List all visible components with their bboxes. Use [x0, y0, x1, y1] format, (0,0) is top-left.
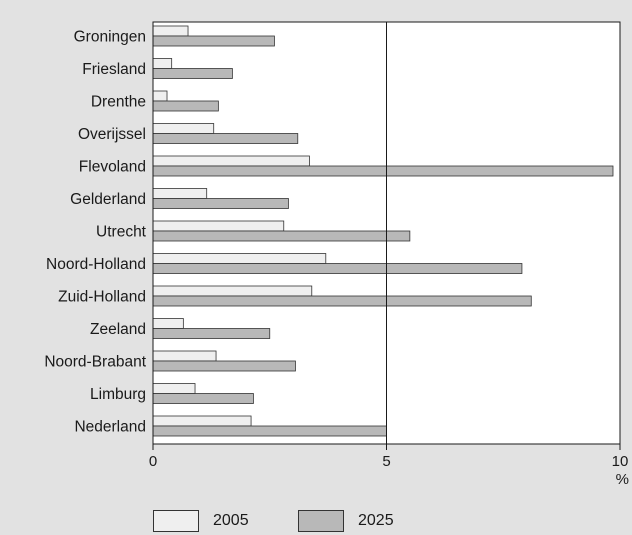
bar-2005-zeeland — [152, 318, 184, 329]
bar-2005-limburg — [152, 383, 196, 394]
category-label: Utrecht — [96, 224, 147, 241]
legend-swatch-2025 — [298, 510, 344, 532]
bar-2005-groningen — [152, 25, 189, 37]
bar-2005-noord-holland — [152, 253, 327, 264]
bar-2025-flevoland — [152, 165, 614, 177]
category-label: Overijssel — [78, 126, 146, 143]
legend-swatch-2005 — [153, 510, 199, 532]
category-label: Groningen — [74, 29, 146, 46]
bar-2025-drenthe — [152, 100, 219, 112]
bar-2025-zuid-holland — [152, 295, 532, 307]
category-label: Zeeland — [90, 321, 146, 338]
category-label: Noord-Holland — [46, 256, 146, 273]
bar-2025-noord-holland — [152, 263, 523, 274]
legend-item-2025: 2025 — [298, 508, 394, 534]
bar-2025-overijssel — [152, 133, 299, 144]
x-tick-label: 5 — [382, 453, 390, 470]
bar-2005-noord-brabant — [152, 350, 217, 362]
category-label: Nederland — [74, 419, 146, 436]
bar-chart: Groningen Friesland Drenthe Overijssel Flevo… — [44, 21, 629, 488]
category-label: Friesland — [82, 61, 146, 78]
category-label: Limburg — [90, 386, 146, 403]
category-label: Gelderland — [70, 191, 146, 208]
bar-2005-utrecht — [152, 220, 285, 232]
category-label: Drenthe — [91, 94, 146, 111]
bar-2025-gelderland — [152, 198, 289, 209]
x-axis-unit: % — [616, 471, 629, 488]
bar-2025-limburg — [152, 393, 254, 404]
bar-2025-noord-brabant — [152, 360, 296, 372]
plot-frame — [152, 21, 621, 445]
bar-2005-gelderland — [152, 188, 208, 199]
bar-2025-utrecht — [152, 230, 411, 242]
bar-2025-nederland — [152, 425, 387, 437]
bar-2005-zuid-holland — [152, 285, 313, 297]
bar-2005-drenthe — [152, 90, 168, 102]
legend-label-2025: 2025 — [358, 512, 394, 529]
bar-2025-groningen — [152, 35, 275, 47]
category-label: Zuid-Holland — [58, 289, 146, 306]
x-tick-label: 10 — [612, 453, 629, 470]
bar-2025-zeeland — [152, 328, 271, 339]
legend-label-2005: 2005 — [213, 512, 249, 529]
legend-item-2005: 2005 — [153, 508, 249, 534]
x-tick-label: 0 — [149, 453, 157, 470]
bar-2005-nederland — [152, 415, 252, 427]
bar-2005-overijssel — [152, 123, 215, 134]
category-label: Flevoland — [79, 159, 146, 176]
bar-2005-flevoland — [152, 155, 310, 167]
category-label: Noord-Brabant — [44, 354, 146, 371]
bar-2005-friesland — [152, 58, 173, 69]
bar-2025-friesland — [152, 68, 233, 79]
